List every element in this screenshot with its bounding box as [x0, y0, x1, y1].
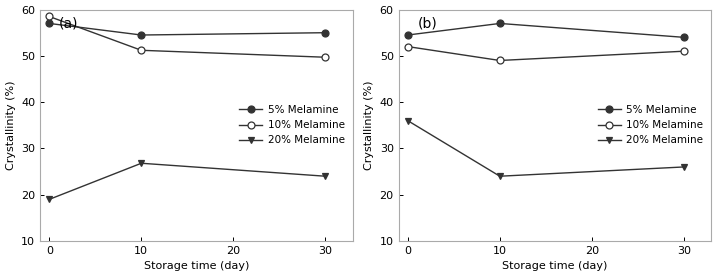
5% Melamine	[321, 31, 330, 34]
5% Melamine	[404, 33, 412, 37]
Line: 5% Melamine: 5% Melamine	[404, 20, 688, 41]
20% Melamine	[45, 198, 54, 201]
Legend: 5% Melamine, 10% Melamine, 20% Melamine: 5% Melamine, 10% Melamine, 20% Melamine	[595, 102, 706, 149]
Text: (a): (a)	[59, 17, 78, 30]
20% Melamine	[680, 165, 688, 169]
Line: 10% Melamine: 10% Melamine	[46, 13, 329, 61]
10% Melamine	[680, 50, 688, 53]
20% Melamine	[495, 175, 504, 178]
5% Melamine	[680, 36, 688, 39]
5% Melamine	[45, 22, 54, 25]
Line: 5% Melamine: 5% Melamine	[46, 20, 329, 39]
20% Melamine	[321, 175, 330, 178]
20% Melamine	[404, 119, 412, 122]
Line: 20% Melamine: 20% Melamine	[46, 160, 329, 203]
10% Melamine	[137, 49, 146, 52]
Y-axis label: Crystallinity (%): Crystallinity (%)	[6, 81, 16, 170]
20% Melamine	[137, 161, 146, 165]
10% Melamine	[321, 56, 330, 59]
Legend: 5% Melamine, 10% Melamine, 20% Melamine: 5% Melamine, 10% Melamine, 20% Melamine	[237, 102, 348, 149]
X-axis label: Storage time (day): Storage time (day)	[503, 261, 608, 271]
Line: 20% Melamine: 20% Melamine	[404, 117, 688, 180]
10% Melamine	[495, 59, 504, 62]
Y-axis label: Crystallinity (%): Crystallinity (%)	[364, 81, 374, 170]
10% Melamine	[45, 15, 54, 18]
5% Melamine	[495, 22, 504, 25]
5% Melamine	[137, 33, 146, 37]
Line: 10% Melamine: 10% Melamine	[404, 43, 688, 64]
X-axis label: Storage time (day): Storage time (day)	[144, 261, 250, 271]
Text: (b): (b)	[417, 17, 437, 30]
10% Melamine	[404, 45, 412, 48]
